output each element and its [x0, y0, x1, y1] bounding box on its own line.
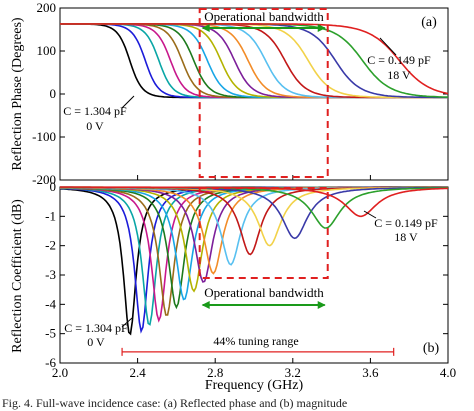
magnitude-x-tick-label: 3.6 [362, 365, 379, 380]
magnitude-annotation-high-c-line1: C = 1.304 pF [64, 321, 128, 335]
phase-annotation-low-c-line2: 18 V [387, 68, 411, 82]
magnitude-x-tick-label: 4.0 [440, 365, 456, 380]
magnitude-annotation-low-c-pointer [363, 210, 377, 219]
magnitude-y-tick-label: 0 [50, 179, 57, 194]
phase-annotation-high-c: C = 1.304 pF 0 V [63, 104, 127, 133]
magnitude-y-axis-label: Reflection Coefficient (dB) [10, 199, 25, 353]
magnitude-annotation-low-c: C = 0.149 pF 18 V [374, 216, 438, 244]
phase-annotation-high-c-line1: C = 1.304 pF [63, 104, 127, 118]
phase-panel-label: (a) [421, 15, 437, 30]
magnitude-band-box [198, 187, 329, 279]
figure: -200 -100 0 100 200 Reflection Phase (Degree… [10, 0, 456, 393]
magnitude-band-label: Operational bandwidth [204, 285, 324, 300]
magnitude-x-tick-label: 2.8 [207, 365, 223, 380]
phase-band-arrowhead-left [201, 24, 210, 32]
phase-y-tick-label: 100 [37, 43, 57, 58]
magnitude-annotation-high-c-line2: 0 V [87, 335, 105, 349]
magnitude-y-tick-label: -6 [45, 355, 56, 370]
magnitude-y-tick-label: -2 [45, 238, 56, 253]
phase-y-tick-label: -100 [32, 129, 56, 144]
magnitude-y-tick-label: -5 [45, 326, 56, 341]
figure-caption: Fig. 4. Full-wave incidence case: (a) Re… [2, 396, 348, 410]
phase-annotation-low-c: C = 0.149 pF 18 V [367, 53, 431, 82]
magnitude-x-axis-label: Frequency (GHz) [205, 378, 304, 393]
magnitude-band-arrowhead-right [317, 301, 326, 309]
magnitude-annotation-low-c-line2: 18 V [394, 230, 418, 244]
phase-annotation-low-c-pointer [379, 37, 397, 56]
phase-y-tick-label: 0 [50, 86, 57, 101]
phase-panel: -200 -100 0 100 200 Reflection Phase (Degree… [10, 0, 449, 187]
magnitude-panel-label: (b) [423, 341, 440, 356]
magnitude-annotation-high-c-pointer [121, 317, 133, 328]
phase-plot-frame [59, 7, 449, 181]
phase-band-box [198, 8, 329, 178]
phase-annotation-low-c-line1: C = 0.149 pF [367, 53, 431, 67]
magnitude-annotation-high-c: C = 1.304 pF 0 V [64, 321, 128, 349]
magnitude-panel: -6 -5 -4 -3 -2 -1 0 2.0 2.4 2.8 3.2 3.6 4.0 Reflect… [10, 179, 456, 393]
magnitude-x-tick-label: 3.2 [285, 365, 301, 380]
phase-band-label: Operational bandwidth [204, 9, 324, 24]
tuning-range-label: 44% tuning range [213, 334, 298, 348]
phase-y-tick-label: 200 [37, 0, 57, 15]
phase-annotation-high-c-pointer [121, 95, 135, 109]
magnitude-x-tick-label: 2.0 [52, 365, 68, 380]
phase-annotation-high-c-line2: 0 V [86, 119, 104, 133]
magnitude-band-arrowhead-left [201, 301, 210, 309]
magnitude-y-tick-label: -1 [45, 208, 56, 223]
magnitude-y-tick-label: -4 [45, 296, 56, 311]
phase-y-axis-label: Reflection Phase (Degrees) [10, 17, 25, 170]
phase-series-line [60, 23, 449, 95]
phase-y-tick-label: -200 [32, 172, 56, 187]
magnitude-annotation-low-c-line1: C = 0.149 pF [374, 216, 438, 230]
phase-band-arrowhead-right [317, 24, 326, 32]
magnitude-y-tick-label: -3 [45, 267, 56, 282]
magnitude-x-tick-label: 2.4 [129, 365, 146, 380]
